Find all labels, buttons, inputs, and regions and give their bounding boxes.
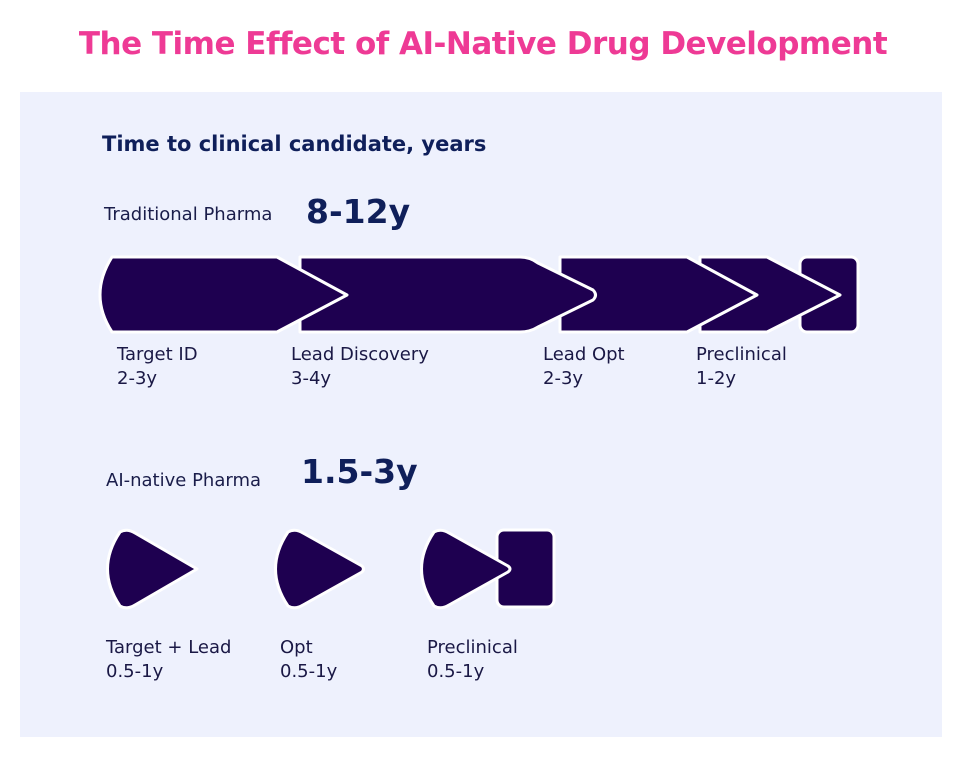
chevron-lead-discovery	[298, 255, 597, 334]
stage-time: 2-3y	[117, 368, 158, 389]
ai-stage-preclinical: Preclinical 0.5-1y	[427, 636, 518, 684]
stage-name: Lead Discovery	[291, 344, 429, 365]
ai-shape-preclinical	[420, 528, 512, 610]
stage-name: Opt	[280, 637, 313, 658]
traditional-label: Traditional Pharma	[104, 204, 273, 225]
ai-native-label: AI-native Pharma	[106, 470, 262, 491]
stage-time: 2-3y	[543, 368, 584, 389]
stage-preclinical: Preclinical 1-2y	[696, 343, 787, 391]
stage-lead-discovery: Lead Discovery 3-4y	[291, 343, 429, 391]
ai-native-total: 1.5-3y	[301, 452, 418, 491]
stage-target-id: Target ID 2-3y	[117, 343, 198, 391]
stage-time: 3-4y	[291, 368, 332, 389]
stage-time: 0.5-1y	[427, 661, 485, 682]
chevron-lead-opt	[558, 255, 759, 334]
stage-name: Target ID	[117, 344, 198, 365]
chart-heading: Time to clinical candidate, years	[102, 132, 487, 156]
ai-shape-opt	[274, 528, 365, 610]
stage-name: Target + Lead	[106, 637, 232, 658]
page-title: The Time Effect of AI-Native Drug Develo…	[78, 26, 888, 62]
ai-shape-target-lead	[106, 528, 199, 610]
ai-stage-opt: Opt 0.5-1y	[280, 636, 337, 684]
stage-time: 1-2y	[696, 368, 737, 389]
traditional-total: 8-12y	[306, 192, 411, 231]
diagram-panel	[20, 92, 942, 737]
stage-time: 0.5-1y	[106, 661, 164, 682]
stage-name: Preclinical	[427, 637, 518, 658]
chevron-target-id	[98, 255, 349, 334]
stage-lead-opt: Lead Opt 2-3y	[543, 343, 625, 391]
ai-stage-target-lead: Target + Lead 0.5-1y	[106, 636, 231, 684]
stage-time: 0.5-1y	[280, 661, 338, 682]
stage-name: Preclinical	[696, 344, 787, 365]
stage-name: Lead Opt	[543, 344, 625, 365]
